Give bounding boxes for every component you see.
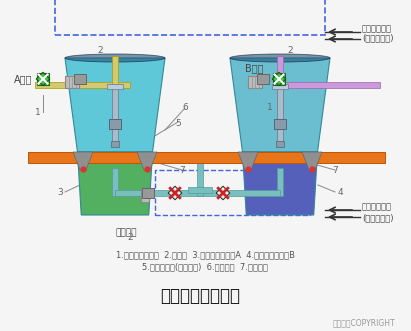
Polygon shape — [238, 152, 258, 170]
Bar — [112, 168, 118, 196]
Text: 4: 4 — [337, 187, 343, 197]
Text: 3: 3 — [57, 187, 63, 197]
Bar — [141, 188, 149, 202]
Bar — [112, 56, 118, 88]
Bar — [276, 141, 284, 147]
Text: 2: 2 — [287, 45, 293, 55]
Text: 去反应塔: 去反应塔 — [115, 228, 136, 238]
Bar — [197, 156, 203, 196]
Bar — [155, 170, 310, 215]
Bar — [55, 0, 325, 35]
Polygon shape — [73, 152, 93, 170]
Bar — [248, 76, 262, 88]
Bar — [257, 74, 269, 84]
Text: 2: 2 — [127, 233, 133, 243]
Text: 5.荷重传感器(每罐四只)  6.支撑结构  7.支撑平台: 5.荷重传感器(每罐四只) 6.支撑结构 7.支撑平台 — [142, 262, 268, 271]
FancyBboxPatch shape — [37, 73, 49, 85]
Ellipse shape — [230, 54, 330, 62]
Bar — [142, 188, 154, 198]
Bar — [28, 152, 385, 163]
Ellipse shape — [65, 54, 165, 62]
Polygon shape — [230, 58, 330, 152]
Bar — [65, 76, 79, 88]
Bar — [115, 190, 280, 196]
Polygon shape — [242, 152, 318, 215]
Bar — [188, 187, 212, 193]
Bar — [112, 85, 118, 145]
Text: 荷重传感器的应用: 荷重传感器的应用 — [160, 287, 240, 305]
Text: 7: 7 — [179, 166, 185, 174]
Polygon shape — [36, 72, 50, 86]
Text: 混合比例信号: 混合比例信号 — [362, 203, 392, 212]
Text: (从计算机来): (从计算机来) — [362, 213, 393, 222]
Polygon shape — [78, 152, 152, 215]
Text: 1.电动比例调节阀  2.膨胀节  3.化学原料储液罐A  4.化学原料储液罐B: 1.电动比例调节阀 2.膨胀节 3.化学原料储液罐A 4.化学原料储液罐B — [115, 251, 295, 260]
Text: 7: 7 — [332, 166, 338, 174]
Bar — [285, 82, 380, 88]
Polygon shape — [272, 72, 286, 86]
Bar — [74, 74, 86, 84]
Text: 2: 2 — [97, 45, 103, 55]
Polygon shape — [168, 186, 182, 200]
Bar — [111, 141, 119, 147]
Text: 1: 1 — [35, 108, 41, 117]
Bar — [35, 82, 130, 88]
Text: 东方仿真COPYRIGHT: 东方仿真COPYRIGHT — [332, 318, 395, 327]
Bar — [274, 119, 286, 129]
FancyBboxPatch shape — [273, 73, 285, 85]
Text: B液体: B液体 — [245, 63, 263, 73]
Bar — [107, 84, 123, 89]
Polygon shape — [302, 152, 322, 170]
Bar — [277, 56, 283, 88]
Bar — [272, 84, 288, 89]
Text: 5: 5 — [175, 118, 181, 127]
Bar — [277, 85, 283, 145]
Text: (从计算机来): (从计算机来) — [362, 33, 393, 42]
Polygon shape — [65, 58, 165, 152]
Polygon shape — [137, 152, 157, 170]
Polygon shape — [216, 186, 230, 200]
Text: 6: 6 — [182, 103, 188, 112]
Text: 液面控制信号: 液面控制信号 — [362, 24, 392, 33]
Text: A液体: A液体 — [14, 74, 32, 84]
Bar — [277, 168, 283, 196]
Text: 1: 1 — [267, 103, 273, 112]
Bar — [109, 119, 121, 129]
